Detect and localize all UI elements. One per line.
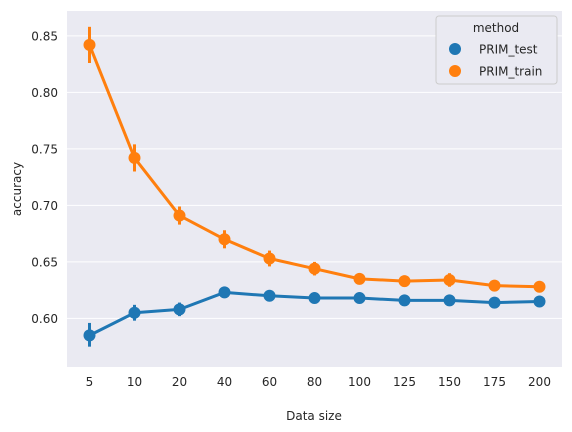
legend-marker-prim-test bbox=[449, 43, 461, 55]
data-point bbox=[398, 294, 411, 307]
data-point bbox=[263, 289, 276, 302]
y-tick-label: 0.60 bbox=[31, 312, 58, 326]
data-point bbox=[308, 262, 321, 275]
legend-box bbox=[435, 15, 558, 85]
y-tick-label: 0.70 bbox=[31, 199, 58, 213]
y-axis-ticks: 0.60 0.65 0.70 0.75 0.80 0.85 bbox=[31, 29, 58, 326]
data-point bbox=[218, 286, 231, 299]
x-tick-label: 150 bbox=[438, 375, 461, 389]
data-point bbox=[218, 233, 231, 246]
series-layer bbox=[83, 26, 546, 347]
data-point bbox=[128, 306, 141, 319]
legend-title: method bbox=[473, 21, 519, 35]
data-point bbox=[488, 296, 501, 309]
data-point bbox=[533, 280, 546, 293]
data-point bbox=[173, 209, 186, 222]
data-point bbox=[173, 303, 186, 316]
y-tick-label: 0.65 bbox=[31, 255, 58, 269]
legend-label-prim-test: PRIM_test bbox=[479, 43, 538, 57]
y-tick-label: 0.85 bbox=[31, 29, 58, 43]
legend: method PRIM_test PRIM_train bbox=[435, 15, 558, 85]
y-axis-label: accuracy bbox=[10, 162, 24, 216]
y-tick-label: 0.75 bbox=[31, 142, 58, 156]
y-tick-label: 0.80 bbox=[31, 86, 58, 100]
legend-label-prim-train: PRIM_train bbox=[479, 65, 542, 79]
data-point bbox=[533, 295, 546, 308]
data-point bbox=[83, 329, 96, 342]
data-point bbox=[263, 252, 276, 265]
x-tick-label: 175 bbox=[483, 375, 506, 389]
x-tick-label: 200 bbox=[528, 375, 551, 389]
x-tick-label: 60 bbox=[262, 375, 277, 389]
data-point bbox=[398, 275, 411, 288]
data-point bbox=[128, 151, 141, 164]
data-point bbox=[443, 294, 456, 307]
data-point bbox=[83, 38, 96, 51]
x-tick-label: 5 bbox=[86, 375, 94, 389]
data-point bbox=[353, 292, 366, 305]
data-point bbox=[308, 292, 321, 305]
x-axis-label: Data size bbox=[286, 409, 342, 423]
data-point bbox=[443, 273, 456, 286]
x-tick-label: 80 bbox=[307, 375, 322, 389]
x-axis-ticks: 5 10 20 40 60 80 100 125 150 175 200 bbox=[86, 375, 551, 389]
x-tick-label: 100 bbox=[348, 375, 371, 389]
data-point bbox=[488, 279, 501, 292]
x-tick-label: 125 bbox=[393, 375, 416, 389]
x-tick-label: 20 bbox=[172, 375, 187, 389]
x-tick-label: 40 bbox=[217, 375, 232, 389]
legend-marker-prim-train bbox=[449, 65, 461, 77]
series-prim-train bbox=[83, 26, 546, 293]
data-point bbox=[353, 272, 366, 285]
series-prim-test bbox=[83, 286, 546, 347]
x-tick-label: 10 bbox=[127, 375, 142, 389]
